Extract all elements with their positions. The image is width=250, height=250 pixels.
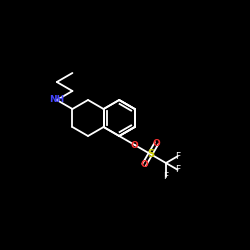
Text: O: O	[153, 138, 160, 147]
Text: F: F	[164, 172, 168, 181]
Text: S: S	[147, 149, 154, 159]
Text: F: F	[175, 152, 180, 161]
Text: NH: NH	[49, 96, 64, 104]
Text: F: F	[175, 165, 180, 174]
Text: O: O	[131, 140, 139, 149]
Text: O: O	[140, 160, 148, 170]
